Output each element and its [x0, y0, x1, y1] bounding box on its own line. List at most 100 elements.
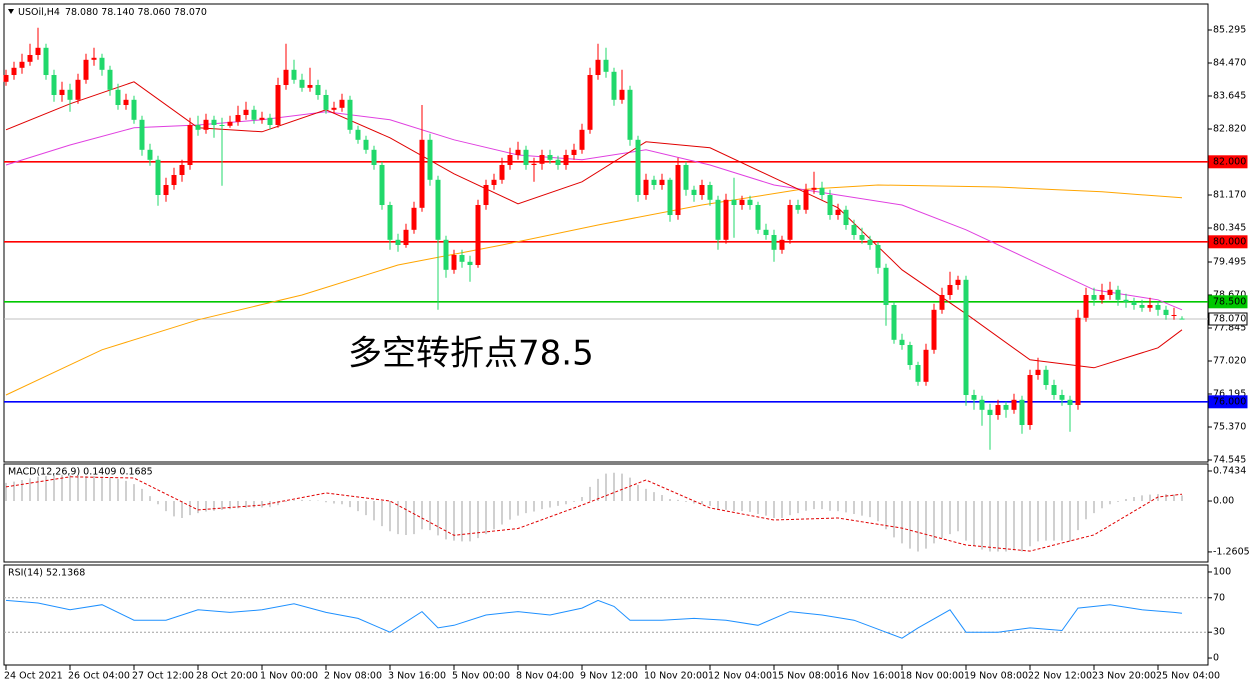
candle-body	[499, 165, 505, 180]
candle-body	[1043, 369, 1049, 385]
candle-body	[411, 207, 417, 230]
candle-body	[211, 119, 217, 125]
candle-body	[611, 71, 617, 100]
y-tick-label: -1.2605	[1213, 546, 1250, 557]
candle-body	[1051, 385, 1057, 395]
candle-body	[675, 165, 681, 215]
candle-body	[395, 239, 401, 245]
candle-body	[179, 165, 185, 175]
candle-body	[1179, 318, 1185, 320]
level-label: 76.000	[1213, 396, 1246, 407]
candle-body	[1123, 299, 1129, 302]
candle-body	[811, 187, 817, 190]
x-tick-label: 27 Oct 12:00	[132, 671, 194, 682]
x-tick-label: 15 Nov 08:00	[772, 671, 836, 682]
candle-body	[1139, 305, 1145, 308]
chart-header: USOil,H4 78.080 78.140 78.060 78.070	[18, 7, 207, 18]
candle-body	[251, 109, 257, 120]
candle-body	[35, 47, 41, 55]
candle-body	[1163, 309, 1169, 315]
candle-body	[339, 99, 345, 108]
candle-body	[299, 79, 305, 88]
candle-body	[379, 165, 385, 205]
x-tick-label: 26 Oct 04:00	[68, 671, 130, 682]
candle-body	[587, 75, 593, 130]
candle-body	[603, 59, 609, 72]
candle-body	[883, 267, 889, 305]
x-tick-label: 10 Nov 20:00	[644, 671, 708, 682]
candle-body	[1083, 295, 1089, 318]
panel-frame	[3, 463, 1209, 563]
candle-body	[699, 185, 705, 195]
candle-body	[75, 79, 81, 100]
candle-body	[571, 149, 577, 155]
x-tick-label: 19 Nov 08:00	[964, 671, 1028, 682]
candle-body	[43, 47, 49, 75]
candle-body	[947, 285, 953, 295]
candle-body	[259, 117, 265, 120]
candle-body	[875, 245, 881, 268]
chart-title: USOil,H4	[18, 7, 60, 18]
indicator-title: RSI(14) 52.1368	[8, 568, 85, 579]
candle-body	[347, 99, 353, 130]
candle-body	[83, 59, 89, 80]
x-tick-label: 1 Nov 00:00	[260, 671, 318, 682]
candle-body	[635, 139, 641, 195]
y-tick-label: 79.495	[1213, 257, 1246, 268]
candle-body	[723, 199, 729, 240]
candle-body	[115, 89, 121, 105]
x-tick-label: 12 Nov 04:00	[708, 671, 772, 682]
candle-body	[739, 199, 745, 205]
moving-average	[5, 184, 1183, 396]
y-tick-label: 81.170	[1213, 190, 1246, 201]
candle-body	[1091, 295, 1097, 300]
candle-body	[715, 199, 721, 240]
candle-body	[795, 205, 801, 210]
y-tick-label: 30	[1213, 627, 1225, 638]
x-tick-label: 3 Nov 16:00	[388, 671, 446, 682]
candle-body	[691, 189, 697, 195]
candle-body	[163, 185, 169, 195]
candle-body	[819, 187, 825, 195]
level-label-box	[1208, 155, 1248, 169]
x-tick-label: 24 Oct 2021	[4, 671, 63, 682]
candle-body	[123, 99, 129, 105]
candle-body	[11, 67, 17, 75]
y-tick-label: 100	[1213, 566, 1231, 577]
level-label: 82.000	[1213, 156, 1246, 167]
candle-body	[579, 129, 585, 150]
candle-body	[955, 279, 961, 285]
candle-body	[531, 163, 537, 165]
x-tick-label: 8 Nov 04:00	[516, 671, 574, 682]
candle-body	[419, 139, 425, 208]
candle-body	[91, 57, 97, 60]
level-label: 80.000	[1213, 236, 1246, 247]
candle-body	[803, 189, 809, 210]
candle-body	[747, 199, 753, 205]
candle-body	[595, 59, 601, 75]
candle-body	[243, 109, 249, 115]
rsi-line	[5, 599, 1183, 639]
candle-body	[891, 305, 897, 340]
candle-body	[19, 61, 25, 68]
candle-body	[1107, 289, 1113, 295]
candle-body	[1035, 369, 1041, 375]
level-label-box	[1208, 395, 1248, 409]
candle-body	[659, 179, 665, 185]
candle-body	[1171, 315, 1177, 316]
candle-body	[651, 179, 657, 185]
y-tick-label: 78.670	[1213, 290, 1246, 301]
candle-body	[563, 155, 569, 165]
candle-body	[195, 125, 201, 130]
candle-body	[931, 309, 937, 350]
candle-body	[355, 129, 361, 140]
y-tick-label: 0.7434	[1213, 466, 1246, 477]
candle-body	[27, 55, 33, 62]
panel-frame	[3, 564, 1209, 666]
candle-body	[475, 205, 481, 265]
candle-body	[1155, 305, 1161, 310]
moving-average	[5, 81, 1183, 369]
y-tick-label: 76.195	[1213, 389, 1246, 400]
candle-body	[219, 125, 225, 126]
